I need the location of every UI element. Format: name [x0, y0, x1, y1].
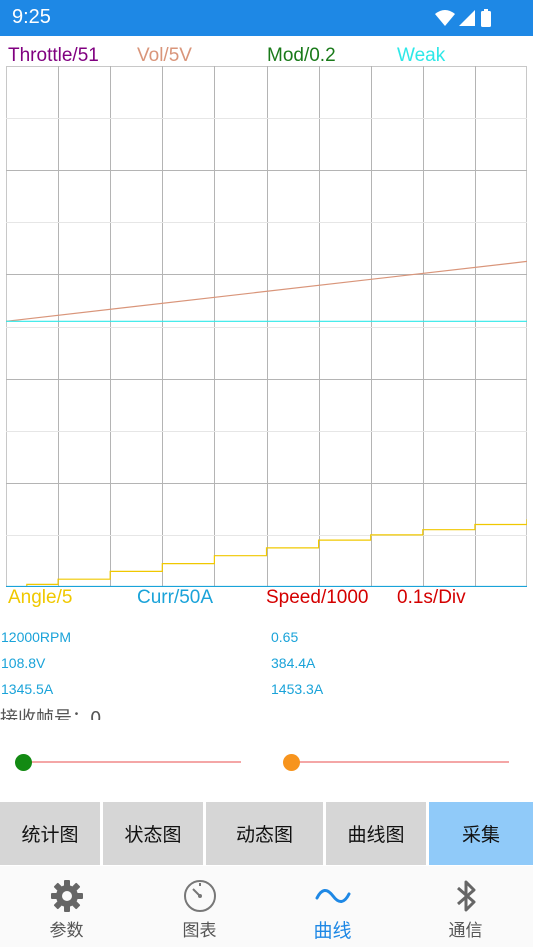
curve-chart-button[interactable]: 曲线图	[326, 802, 426, 865]
frames-label: 接收帧号：0	[0, 708, 102, 720]
slider-left-thumb[interactable]	[15, 754, 32, 771]
legend-vol: Vol/5V	[137, 45, 192, 66]
readout-current-a: 384.4A	[271, 655, 316, 671]
state-chart-button[interactable]: 状态图	[103, 802, 203, 865]
slider-right-thumb[interactable]	[283, 754, 300, 771]
signal-icon	[459, 10, 475, 26]
status-bar: 9:25	[0, 0, 533, 36]
wifi-icon	[435, 10, 455, 26]
legend-angle: Angle/5	[8, 587, 73, 608]
slider-left[interactable]	[15, 752, 241, 772]
slider-left-track[interactable]	[23, 761, 241, 763]
series-line-0	[6, 260, 527, 322]
legend-curr: Curr/50A	[137, 587, 214, 608]
bottom-nav: 参数 图表 曲线 通信	[0, 866, 533, 947]
tab-charts-label: 图表	[182, 921, 217, 941]
tab-charts[interactable]: 图表	[133, 866, 266, 947]
battery-icon	[481, 11, 491, 27]
stats-chart-button[interactable]: 统计图	[0, 802, 100, 865]
tab-comms[interactable]: 通信	[399, 866, 532, 947]
chart-grid	[6, 66, 527, 587]
chart-series	[6, 260, 527, 587]
slider-right-track[interactable]	[291, 761, 509, 763]
curve-chart	[6, 66, 527, 587]
readout-speed: 12000RPM	[1, 629, 72, 645]
tab-curves[interactable]: 曲线	[266, 866, 399, 947]
readout-current-left: 1345.5A	[1, 681, 54, 697]
status-time: 9:25	[12, 6, 51, 28]
readout-mod: 0.65	[271, 629, 299, 645]
tab-params[interactable]: 参数	[0, 866, 133, 947]
dynamic-chart-button[interactable]: 动态图	[206, 802, 323, 865]
status-icons	[435, 9, 491, 27]
chart-frame	[6, 66, 527, 587]
tab-comms-label: 通信	[448, 921, 483, 941]
legend-weak: Weak	[397, 45, 446, 66]
gauge-icon	[183, 880, 216, 912]
legend-mod: Mod/0.2	[267, 45, 336, 66]
wave-icon	[315, 889, 350, 903]
legend-time-div: 0.1s/Div	[397, 587, 466, 608]
chart-mode-buttons: 统计图 状态图 动态图 曲线图 采集	[0, 802, 533, 865]
bluetooth-icon	[456, 880, 475, 912]
tab-params-label: 参数	[49, 921, 84, 941]
readout-voltage: 108.8V	[1, 655, 46, 671]
legend-throttle: Throttle/51	[8, 45, 99, 66]
tab-curves-label: 曲线	[313, 920, 352, 942]
series-line-2	[6, 519, 527, 587]
frames-label-wrap: 接收帧号：0	[0, 706, 101, 720]
gear-icon	[50, 880, 83, 912]
readout-current-b: 1453.3A	[271, 681, 324, 697]
collect-button[interactable]: 采集	[429, 802, 533, 865]
legend-speed: Speed/1000	[266, 587, 369, 608]
slider-right[interactable]	[283, 752, 509, 772]
